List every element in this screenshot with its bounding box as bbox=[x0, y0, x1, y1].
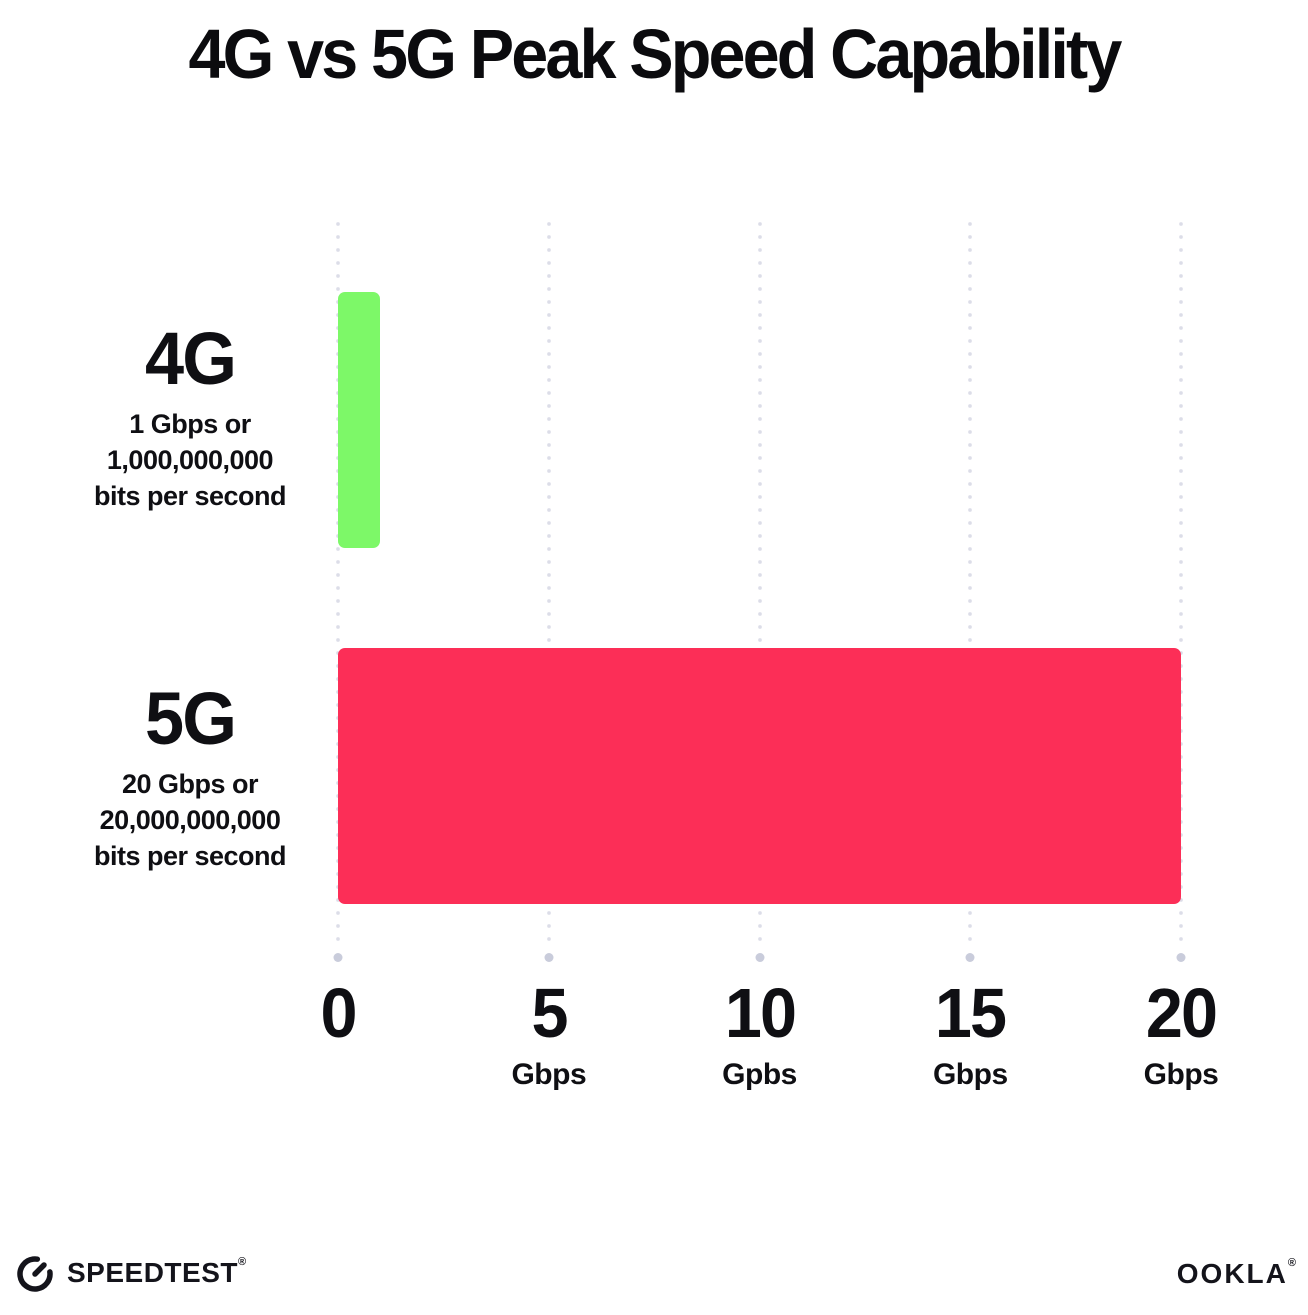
ookla-logo: OOKLA® bbox=[1176, 1257, 1298, 1289]
row-label-4g: 4G 1 Gbps or 1,000,000,000 bits per seco… bbox=[25, 322, 355, 514]
x-tick-10-unit: Gpbs bbox=[722, 1058, 797, 1091]
chart-title: 4G vs 5G Peak Speed Capability bbox=[188, 15, 1123, 93]
row-label-5g-line2: 20,000,000,000 bbox=[99, 805, 281, 835]
speedtest-logo: SPEEDTEST® bbox=[14, 1252, 247, 1294]
row-label-5g: 5G 20 Gbps or 20,000,000,000 bits per se… bbox=[25, 682, 355, 874]
gridline-5 bbox=[546, 222, 551, 950]
x-tick-5: 5 Gbps bbox=[439, 978, 659, 1091]
ookla-trademark: ® bbox=[1287, 1257, 1298, 1269]
x-tick-5-unit: Gbps bbox=[511, 1058, 587, 1091]
x-tick-15-unit: Gbps bbox=[932, 1058, 1008, 1091]
x-tick-15: 15 Gbps bbox=[860, 978, 1080, 1091]
gridline-15 bbox=[968, 222, 973, 950]
speedtest-trademark: ® bbox=[237, 1256, 247, 1268]
row-label-5g-line1: 20 Gbps or bbox=[121, 769, 259, 799]
x-tick-10: 10 Gpbs bbox=[650, 978, 870, 1091]
bar-4g bbox=[338, 292, 381, 548]
ookla-wordmark: OOKLA bbox=[1176, 1258, 1288, 1289]
row-label-5g-line3: bits per second bbox=[93, 841, 287, 871]
row-label-4g-line2: 1,000,000,000 bbox=[106, 445, 274, 475]
x-tick-10-value: 10 bbox=[724, 974, 796, 1052]
row-label-4g-line1: 1 Gbps or bbox=[129, 409, 251, 439]
row-label-4g-title: 4G bbox=[145, 317, 237, 400]
row-label-4g-line3: bits per second bbox=[93, 481, 287, 511]
x-tick-20-unit: Gbps bbox=[1143, 1058, 1219, 1091]
x-tick-0-value: 0 bbox=[320, 974, 357, 1052]
x-tick-0: 0 bbox=[228, 978, 448, 1058]
x-tick-20-value: 20 bbox=[1145, 974, 1218, 1052]
x-tick-20: 20 Gbps bbox=[1071, 978, 1291, 1091]
speedtest-gauge-icon bbox=[14, 1252, 56, 1294]
row-label-5g-title: 5G bbox=[145, 677, 237, 760]
row-label-5g-sublabel: 20 Gbps or 20,000,000,000 bits per secon… bbox=[25, 766, 355, 874]
gridline-0 bbox=[336, 222, 340, 950]
gridline-10 bbox=[757, 222, 762, 950]
speedtest-wordmark: SPEEDTEST® bbox=[67, 1256, 247, 1288]
row-label-4g-sublabel: 1 Gbps or 1,000,000,000 bits per second bbox=[25, 406, 355, 514]
x-tick-5-value: 5 bbox=[531, 974, 568, 1052]
x-tick-15-value: 15 bbox=[935, 974, 1007, 1052]
bar-5g bbox=[338, 648, 1181, 904]
gridline-20 bbox=[1179, 222, 1183, 950]
